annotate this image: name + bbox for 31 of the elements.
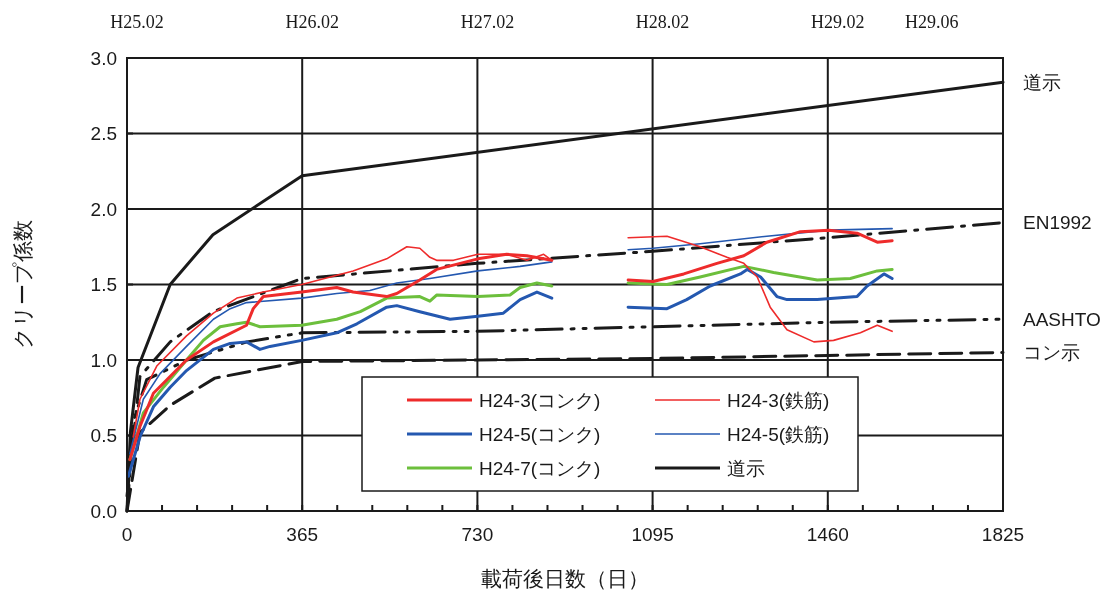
legend-label: H24-3(鉄筋) [727,389,830,411]
text: 道示 [1023,71,1061,93]
series-label: EN1992 [1023,212,1092,234]
y-tick-label: 3.0 [90,47,117,69]
y-tick-label: 0.5 [90,425,117,446]
x-axis-title: 載荷後日数（日） [481,567,649,590]
y-tick-label: 0.0 [90,500,117,522]
x-tick-label: 0 [121,524,133,545]
series-label: AASHTO [1023,308,1101,330]
y-tick-label: 2.0 [90,198,117,220]
text: H29.02 [811,12,865,32]
legend-label: 道示 [727,457,765,479]
text: H26.02 [285,12,339,32]
x-tick-label: 1460 [806,524,849,545]
y-tick-label: 1.0 [90,349,117,371]
text: H27.02 [460,12,515,32]
text: H29.06 [905,12,959,32]
x-tick-label: 365 [286,524,319,545]
legend-label: H24-5(鉄筋) [727,423,830,445]
legend-label: H24-3(コンク) [479,389,601,411]
x-tick-label: 1095 [631,524,674,545]
y-axis-title: クリープ係数 [11,220,34,349]
text: H25.02 [110,12,164,32]
series-label: コン示 [1023,341,1080,363]
legend-label: H24-7(コンク) [479,457,601,479]
x-tick-label: 730 [461,524,494,545]
x-tick-label: 1825 [981,524,1025,545]
y-tick-label: 1.5 [90,274,117,295]
y-tick-label: 2.5 [90,123,117,144]
text: H28.02 [635,12,690,32]
legend-label: H24-5(コンク) [479,423,601,445]
